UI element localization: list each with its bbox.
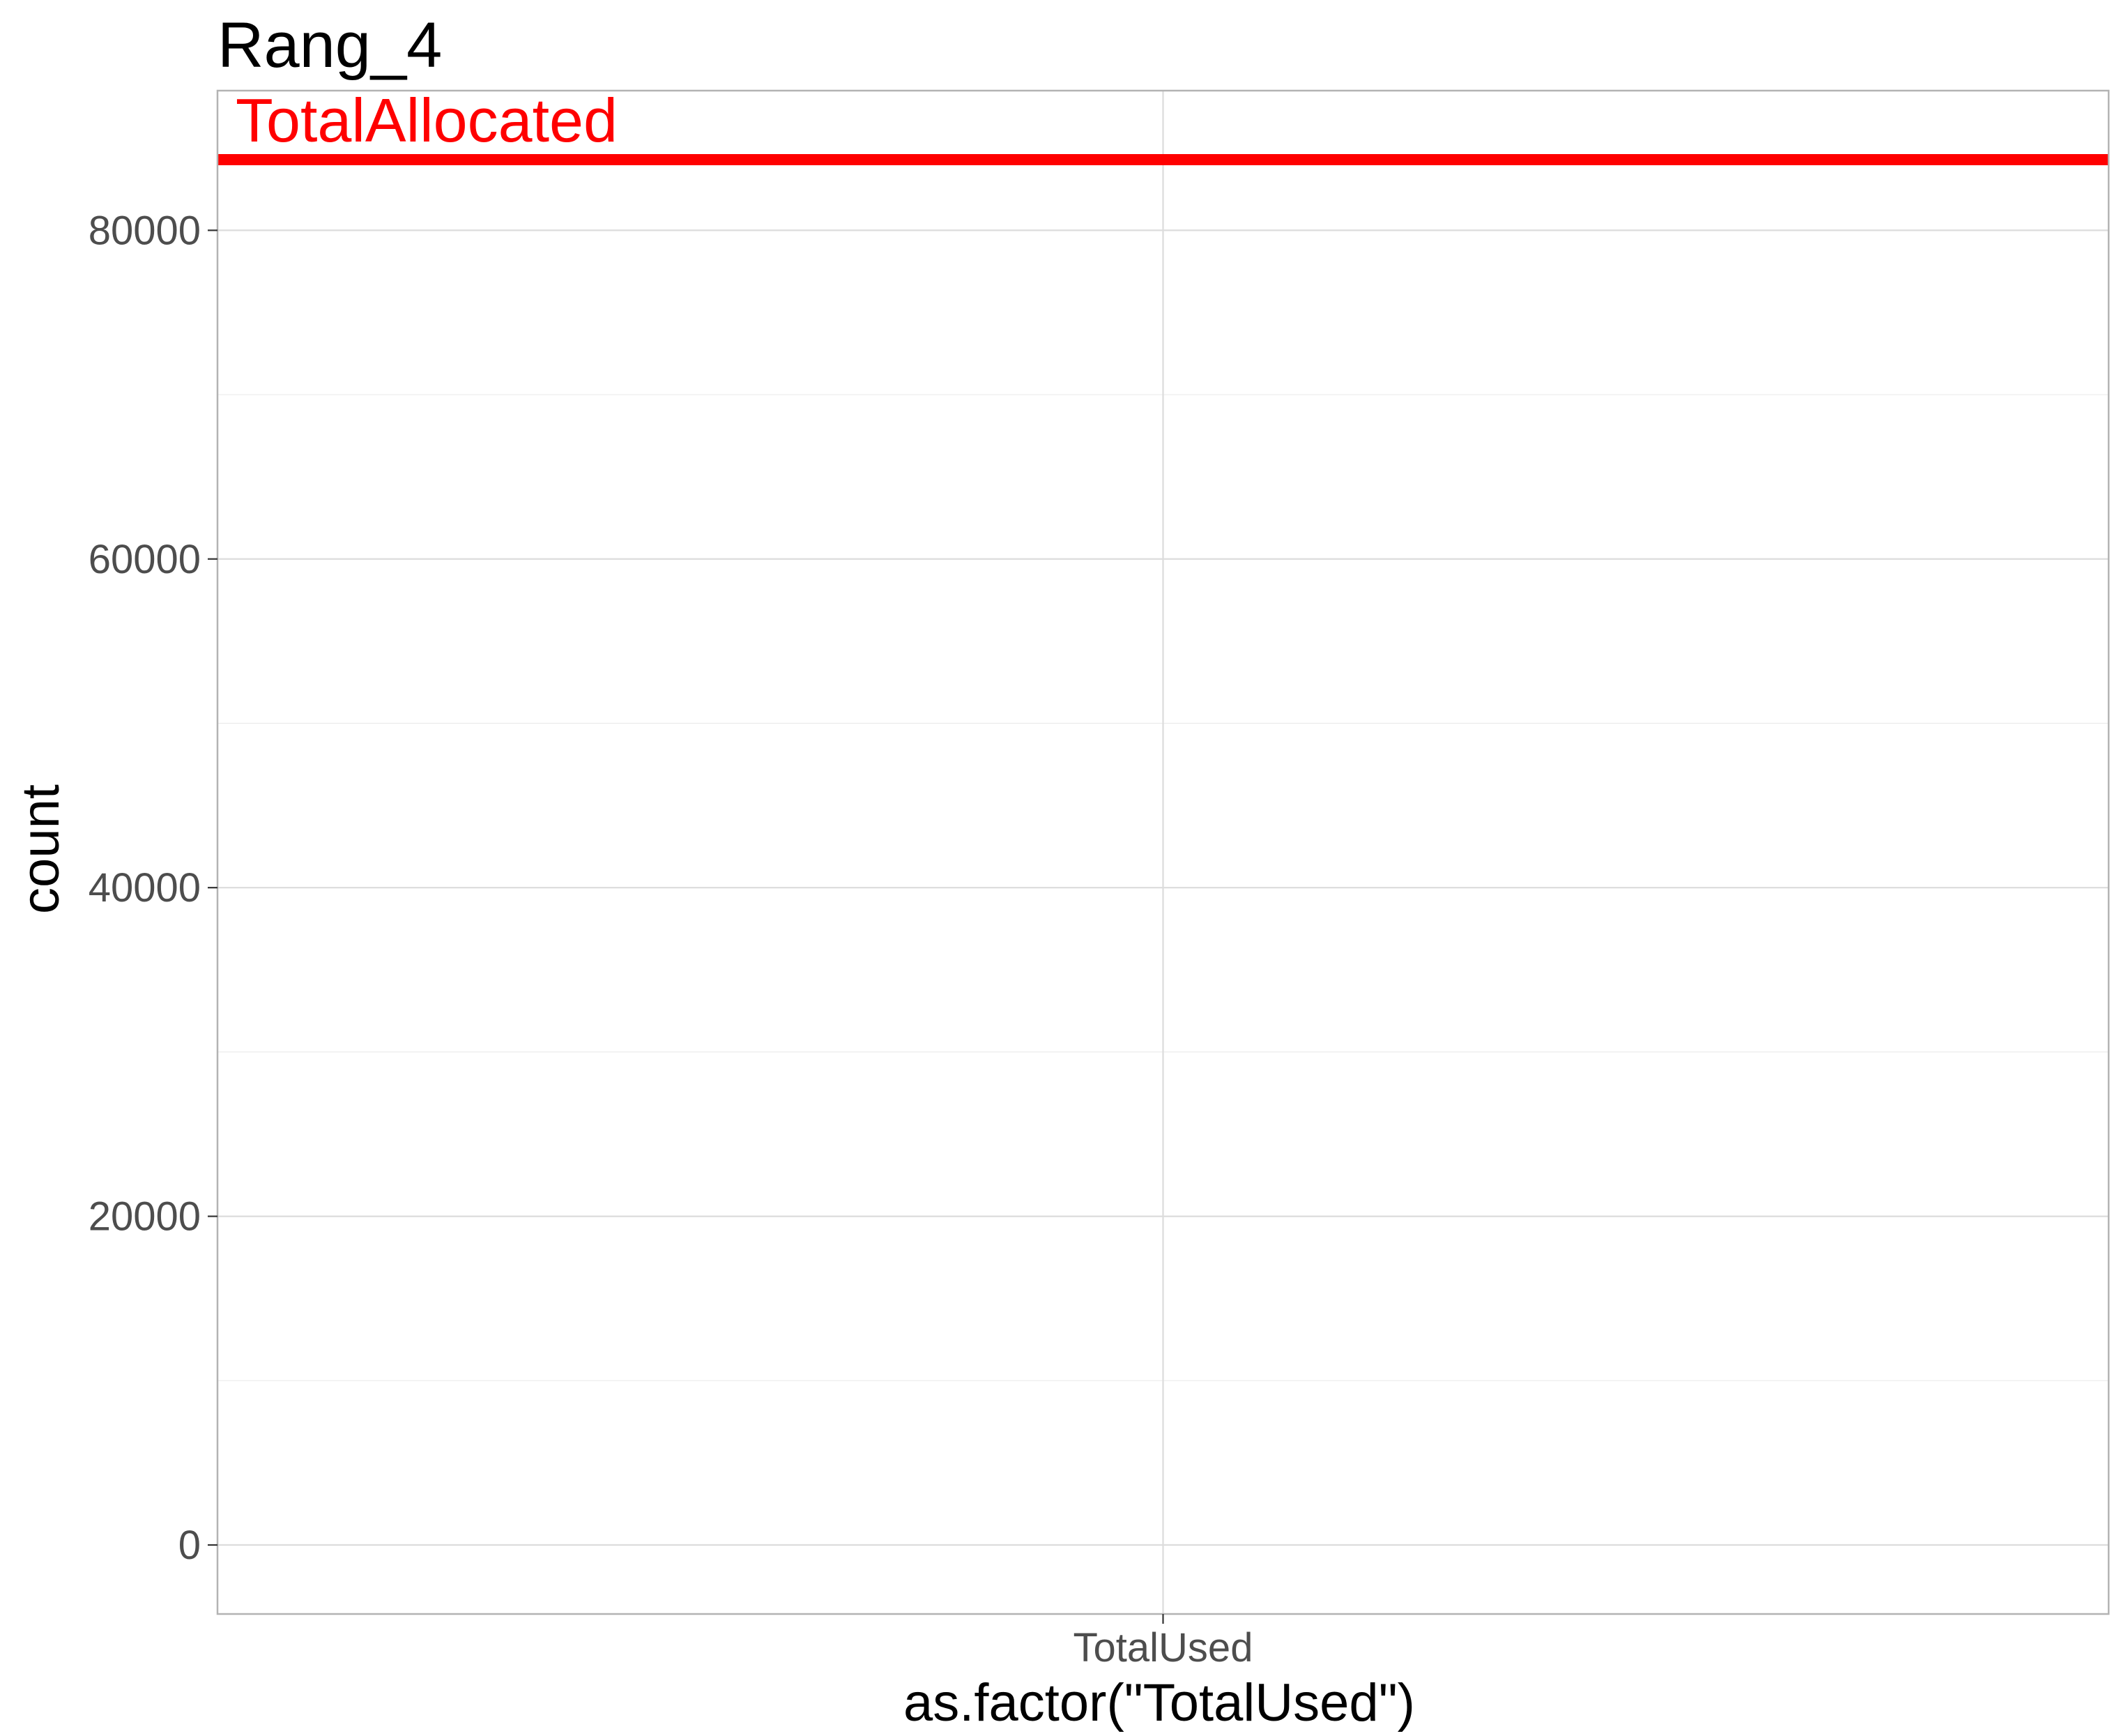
y-tick-label: 80000 — [89, 208, 201, 253]
reference-line-label: TotalAllocated — [236, 86, 618, 155]
x-tick-label: TotalUsed — [1073, 1625, 1253, 1670]
y-axis-title: count — [11, 784, 70, 914]
y-tick-label: 60000 — [89, 537, 201, 582]
x-axis-title: as.factor("TotalUsed") — [903, 1673, 1415, 1733]
y-tick-label: 0 — [178, 1523, 201, 1568]
x-axis-ticks: TotalUsed — [1073, 1614, 1253, 1670]
y-tick-label: 40000 — [89, 865, 201, 911]
y-axis-ticks: 0 20000 40000 60000 80000 — [89, 208, 217, 1568]
reference-line-group: TotalAllocated — [217, 86, 2109, 165]
chart-title: Rang_4 — [217, 10, 442, 81]
y-tick-label: 20000 — [89, 1194, 201, 1240]
